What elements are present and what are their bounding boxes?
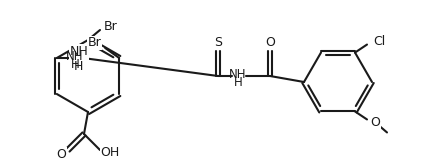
Text: Br: Br — [87, 36, 101, 49]
Text: NH: NH — [66, 51, 84, 64]
Text: O: O — [265, 36, 275, 49]
Text: NH
H: NH H — [69, 45, 88, 73]
Text: H: H — [70, 58, 79, 70]
Text: H: H — [233, 76, 242, 88]
Text: OH: OH — [100, 146, 120, 158]
Text: S: S — [214, 36, 222, 49]
Text: O: O — [370, 116, 380, 129]
Text: NH: NH — [229, 69, 247, 82]
Text: O: O — [56, 148, 66, 158]
Text: Cl: Cl — [373, 35, 385, 48]
Text: Br: Br — [104, 19, 118, 33]
